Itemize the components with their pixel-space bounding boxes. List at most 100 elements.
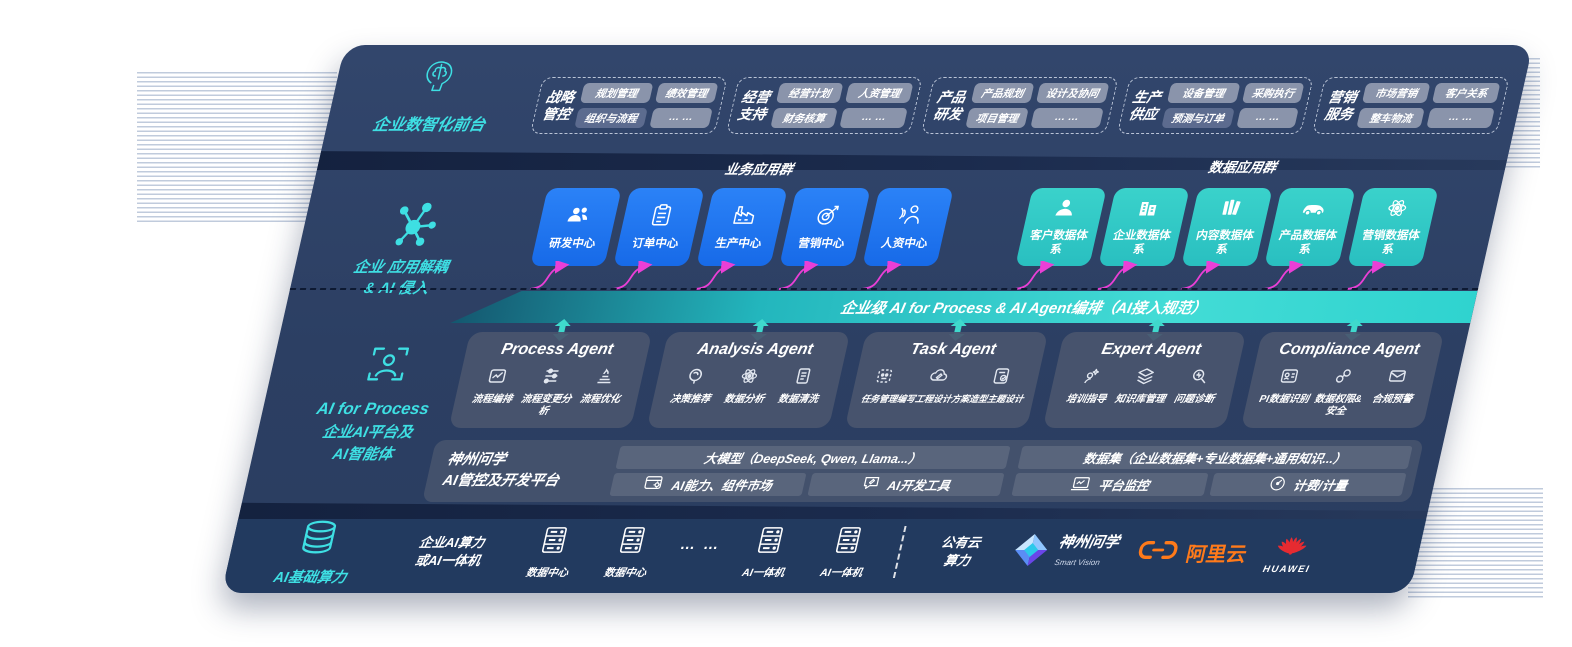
app-box-label: 订单中心 bbox=[630, 238, 680, 251]
user-icon bbox=[1048, 196, 1081, 225]
atom-icon bbox=[1380, 196, 1413, 225]
platform-panel: 神州问学 AI管控及开发平台 大模型（DeepSeek, Qwen, Llama.… bbox=[422, 440, 1424, 502]
diagnose-icon bbox=[1186, 366, 1212, 391]
front-item: 产品规划 bbox=[971, 83, 1035, 103]
id-card-icon bbox=[1276, 366, 1302, 391]
magenta-arrows bbox=[529, 261, 1387, 290]
optimize-icon bbox=[592, 366, 618, 391]
node-ai-appliance: AI一体机 bbox=[733, 525, 803, 580]
layers-icon bbox=[1132, 366, 1158, 391]
front-item: 项目管理 bbox=[965, 108, 1029, 128]
szwx-diamond-icon bbox=[1008, 532, 1053, 573]
app-box-label: 生产中心 bbox=[713, 238, 763, 251]
compute-label: 企业AI算力 或AI一体机 bbox=[413, 535, 486, 568]
front-item: … … bbox=[1426, 108, 1495, 128]
front-item: 设计及协同 bbox=[1035, 83, 1110, 103]
tool-monitor: 平台监控 bbox=[1011, 473, 1209, 496]
atom-icon bbox=[736, 366, 762, 391]
front-group-product: 产品 研发 产品规划 设计及协同 项目管理 … … bbox=[921, 77, 1119, 134]
vertical-dashed-divider bbox=[893, 526, 907, 578]
agent-cards-row: Process Agent 流程编排 流程变更分析 流程优化 Analysis … bbox=[448, 332, 1445, 428]
cloud-edit-icon bbox=[925, 366, 951, 391]
front-group-supply: 生产 供应 设备管理 采购执行 预测与订单 … … bbox=[1116, 77, 1315, 134]
front-item: 设备管理 bbox=[1166, 83, 1241, 103]
dashed-boundary-line bbox=[289, 288, 1479, 290]
agent-card-expert: Expert Agent 培训指导 知识库管理 问题诊断 bbox=[1042, 332, 1247, 428]
clipboard-icon bbox=[645, 202, 678, 233]
app-box-enterprise-data: 企业数据体系 bbox=[1098, 188, 1190, 266]
team-icon bbox=[561, 202, 596, 233]
front-group-items: 规划管理 绩效管理 组织与流程 … … bbox=[574, 83, 719, 128]
front-group-items: 设备管理 采购执行 预测与订单 … … bbox=[1161, 83, 1305, 128]
front-item: 客户关系 bbox=[1432, 83, 1501, 103]
front-group-items: 经营计划 人资管理 财务核算 … … bbox=[769, 83, 914, 128]
business-group-title: 业务应用群 bbox=[723, 162, 795, 177]
server-icon bbox=[536, 525, 572, 560]
app-box-hr-center: 人资中心 bbox=[862, 188, 954, 266]
app-box-marketing-center: 营销中心 bbox=[779, 188, 871, 266]
sliders-icon bbox=[538, 366, 564, 391]
front-item: 规划管理 bbox=[579, 83, 654, 103]
agent-title: Expert Agent bbox=[1099, 341, 1203, 358]
app-box-product-data: 产品数据体系 bbox=[1264, 188, 1356, 266]
layer-divider bbox=[317, 148, 1510, 170]
app-box-production-center: 生产中心 bbox=[696, 188, 788, 266]
person-scan-icon bbox=[360, 341, 416, 387]
platform-dataset-column: 数据集（企业数据集+专业数据集+通用知识...） 平台监控 计费/计量 bbox=[1011, 446, 1413, 496]
front-item: … … bbox=[839, 108, 908, 128]
brain-icon bbox=[410, 51, 467, 101]
target-icon bbox=[811, 202, 844, 233]
front-group-items: 市场营销 客户关系 整车物流 … … bbox=[1356, 83, 1501, 128]
window-gear-icon bbox=[642, 475, 666, 494]
ellipsis: … … bbox=[678, 535, 723, 553]
agent-title: Compliance Agent bbox=[1277, 341, 1422, 358]
front-item: 预测与订单 bbox=[1161, 108, 1235, 128]
node-datacenter: 数据中心 bbox=[595, 525, 665, 580]
front-group-name: 经营 支持 bbox=[736, 89, 772, 122]
gauge-icon bbox=[1266, 475, 1288, 495]
platform-label: 神州问学 AI管控及开发平台 bbox=[440, 451, 561, 489]
infra-label-block: AI基础算力 bbox=[247, 518, 385, 587]
architecture-board: 企业数智化前台 战略 管控 规划管理 绩效管理 组织与流程 … … 经营 支持 经营… bbox=[221, 45, 1533, 593]
infra-label: AI基础算力 bbox=[271, 569, 349, 586]
head-idea-icon bbox=[682, 366, 708, 391]
front-groups: 战略 管控 规划管理 绩效管理 组织与流程 … … 经营 支持 经营计划 人资管理 … bbox=[529, 77, 1510, 134]
node-datacenter: 数据中心 bbox=[517, 525, 587, 580]
layer-divider bbox=[238, 500, 1431, 520]
szwx-logo: 神州问学 Smart Vision bbox=[1008, 532, 1121, 573]
huawei-flower-icon bbox=[1271, 529, 1312, 562]
server-icon bbox=[752, 525, 788, 560]
app-box-content-data: 内容数据体系 bbox=[1181, 188, 1273, 266]
hr-people-icon bbox=[894, 202, 927, 233]
app-box-label: 营销数据体系 bbox=[1360, 230, 1422, 256]
agent-card-compliance: Compliance Agent PI数据识别 数据权限&安全 合规预警 bbox=[1240, 332, 1445, 428]
front-item: 经营计划 bbox=[775, 83, 844, 103]
dataset-bar: 数据集（企业数据集+专业数据集+通用知识...） bbox=[1017, 446, 1413, 469]
left-stripe-artifact bbox=[137, 72, 337, 222]
agent-title: Analysis Agent bbox=[695, 341, 815, 358]
agent-card-task: Task Agent 任务管理 编写工程设计方案 造型主题设计 bbox=[844, 332, 1049, 428]
car-icon bbox=[1295, 196, 1332, 225]
front-item: 整车物流 bbox=[1356, 108, 1425, 128]
front-item: 人资管理 bbox=[845, 83, 914, 103]
app-box-label: 研发中心 bbox=[547, 238, 597, 251]
monitor-icon bbox=[1069, 476, 1093, 494]
flow-panel-icon bbox=[484, 366, 510, 391]
agent-card-analysis: Analysis Agent 决策推荐 数据分析 数据清洗 bbox=[646, 332, 851, 428]
mail-alert-icon bbox=[1384, 366, 1410, 391]
front-group-name: 产品 研发 bbox=[931, 89, 968, 122]
data-group-title: 数据应用群 bbox=[1206, 160, 1278, 175]
factory-icon bbox=[728, 202, 761, 233]
front-group-name: 营销 服务 bbox=[1323, 89, 1359, 122]
front-group-name: 战略 管控 bbox=[540, 89, 576, 122]
front-group-name: 生产 供应 bbox=[1127, 89, 1163, 122]
public-cloud-label: 公有云 算力 bbox=[939, 535, 983, 568]
app-box-rnd-center: 研发中心 bbox=[530, 188, 622, 266]
front-group-strategy: 战略 管控 规划管理 绩效管理 组织与流程 … … bbox=[529, 77, 728, 134]
right-bottom-stripe-artifact bbox=[1408, 488, 1543, 600]
agent-card-process: Process Agent 流程编排 流程变更分析 流程优化 bbox=[448, 332, 653, 428]
front-group-items: 产品规划 设计及协同 项目管理 … … bbox=[965, 83, 1110, 128]
front-item: 市场营销 bbox=[1362, 83, 1431, 103]
molecule-icon bbox=[383, 197, 445, 249]
